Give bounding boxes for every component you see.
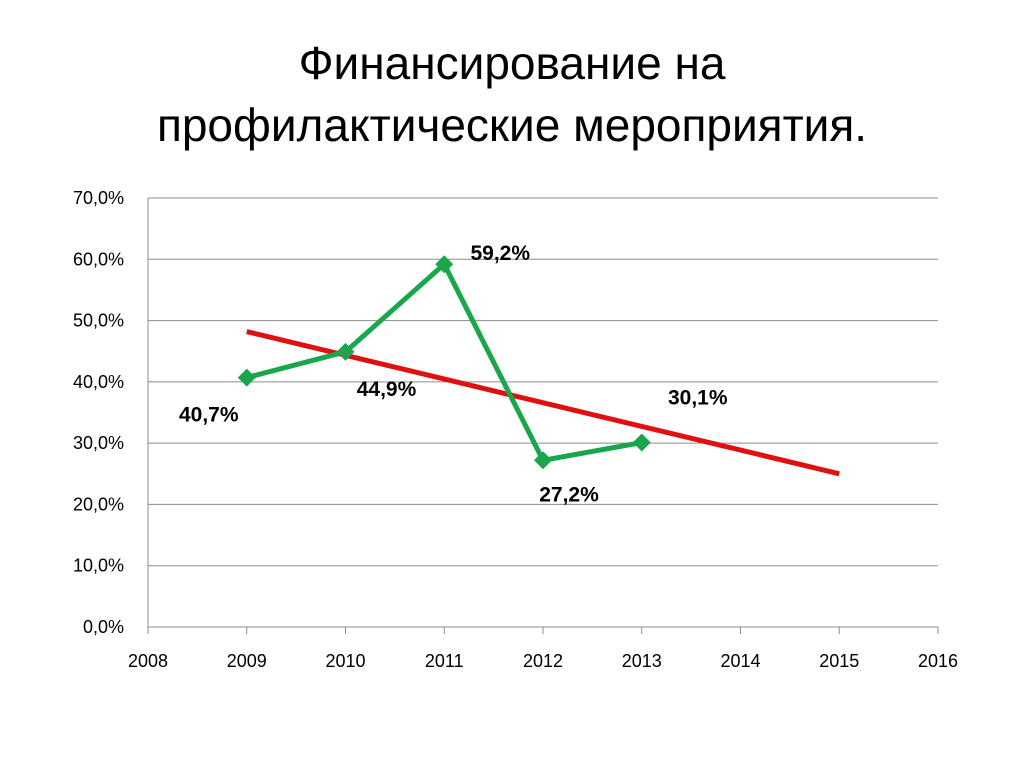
axes [147, 198, 939, 634]
series [237, 255, 840, 477]
x-tick-label: 2012 [523, 651, 563, 671]
data-point-marker [336, 342, 355, 361]
x-tick-label: 2008 [128, 651, 168, 671]
y-tick-label: 10,0% [73, 556, 124, 576]
x-tick-label: 2015 [819, 651, 859, 671]
data-label: 59,2% [470, 242, 530, 265]
x-tick-labels: 2008 2009 2010 2011 2012 2013 2014 2015 2016 [128, 651, 958, 671]
y-tick-label: 40,0% [73, 372, 124, 392]
y-tick-label: 30,0% [73, 433, 124, 453]
title-line-1: Финансирование на [298, 37, 726, 89]
data-labels: 40,7% 44,9% 59,2% 27,2% 30,1% [179, 242, 728, 506]
data-point-marker [237, 368, 256, 387]
y-tick-labels: 0,0% 10,0% 20,0% 30,0% 40,0% 50,0% 60,0% 70,0% [73, 188, 124, 637]
y-tick-label: 60,0% [73, 249, 124, 269]
x-tick-label: 2010 [325, 651, 365, 671]
data-point-marker [632, 433, 651, 452]
y-tick-label: 50,0% [73, 311, 124, 331]
x-tick-label: 2016 [918, 651, 958, 671]
x-tick-label: 2013 [622, 651, 662, 671]
y-tick-label: 0,0% [83, 617, 124, 637]
x-tick-label: 2009 [227, 651, 267, 671]
data-label: 30,1% [668, 387, 728, 410]
series-line [246, 260, 643, 464]
grid-lines [148, 197, 938, 567]
data-label: 40,7% [179, 404, 239, 427]
data-point-marker [435, 255, 454, 274]
y-tick-label: 20,0% [73, 494, 124, 514]
slide-title: Финансирование на профилактические мероп… [40, 32, 984, 156]
data-label: 44,9% [357, 378, 417, 401]
title-line-2: профилактические мероприятия. [156, 99, 868, 151]
x-tick-label: 2011 [425, 651, 464, 671]
data-label: 27,2% [539, 483, 599, 506]
x-tick-label: 2014 [720, 651, 760, 671]
y-tick-label: 70,0% [73, 188, 124, 208]
data-point-marker [534, 451, 552, 470]
